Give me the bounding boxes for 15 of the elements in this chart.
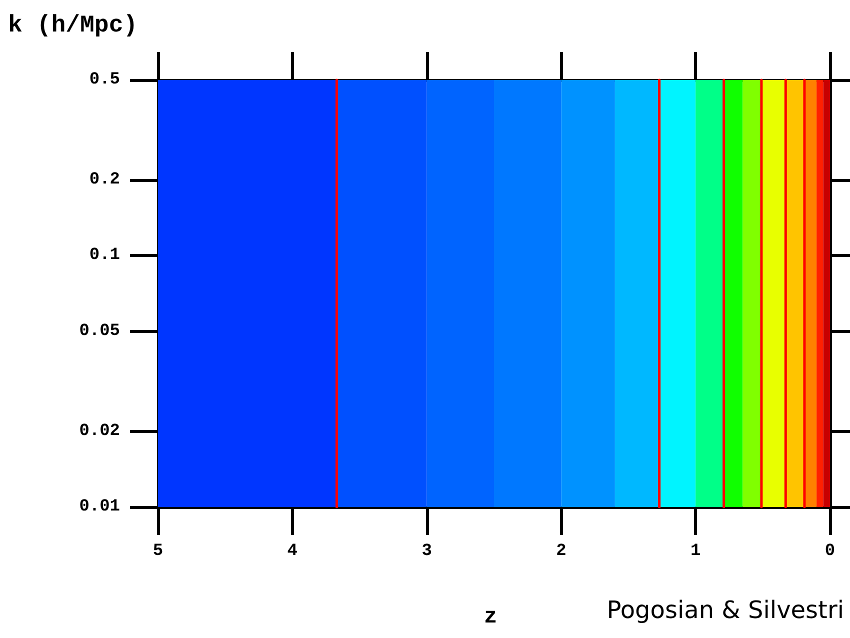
- x-tick-label: 4: [287, 542, 298, 561]
- x-tick-label: 3: [422, 542, 432, 561]
- x-tick-label: 1: [690, 542, 701, 561]
- x-axis-title: z: [484, 604, 498, 630]
- y-tick-label: 0.5: [89, 70, 120, 90]
- y-tick-label: 0.02: [79, 422, 120, 441]
- y-axis-title: k (h/Mpc): [8, 12, 138, 40]
- y-tick-label: 0.05: [79, 322, 120, 341]
- y-tick-label: 0.01: [79, 498, 120, 516]
- text: Pogosian & Silvestri: [606, 596, 844, 624]
- y-tick-label: 0.2: [89, 170, 120, 190]
- x-tick-label: 2: [556, 542, 566, 561]
- x-tick-label: 5: [152, 542, 164, 561]
- y-tick-label: 0.1: [89, 246, 120, 266]
- x-tick-label: 0: [824, 542, 836, 561]
